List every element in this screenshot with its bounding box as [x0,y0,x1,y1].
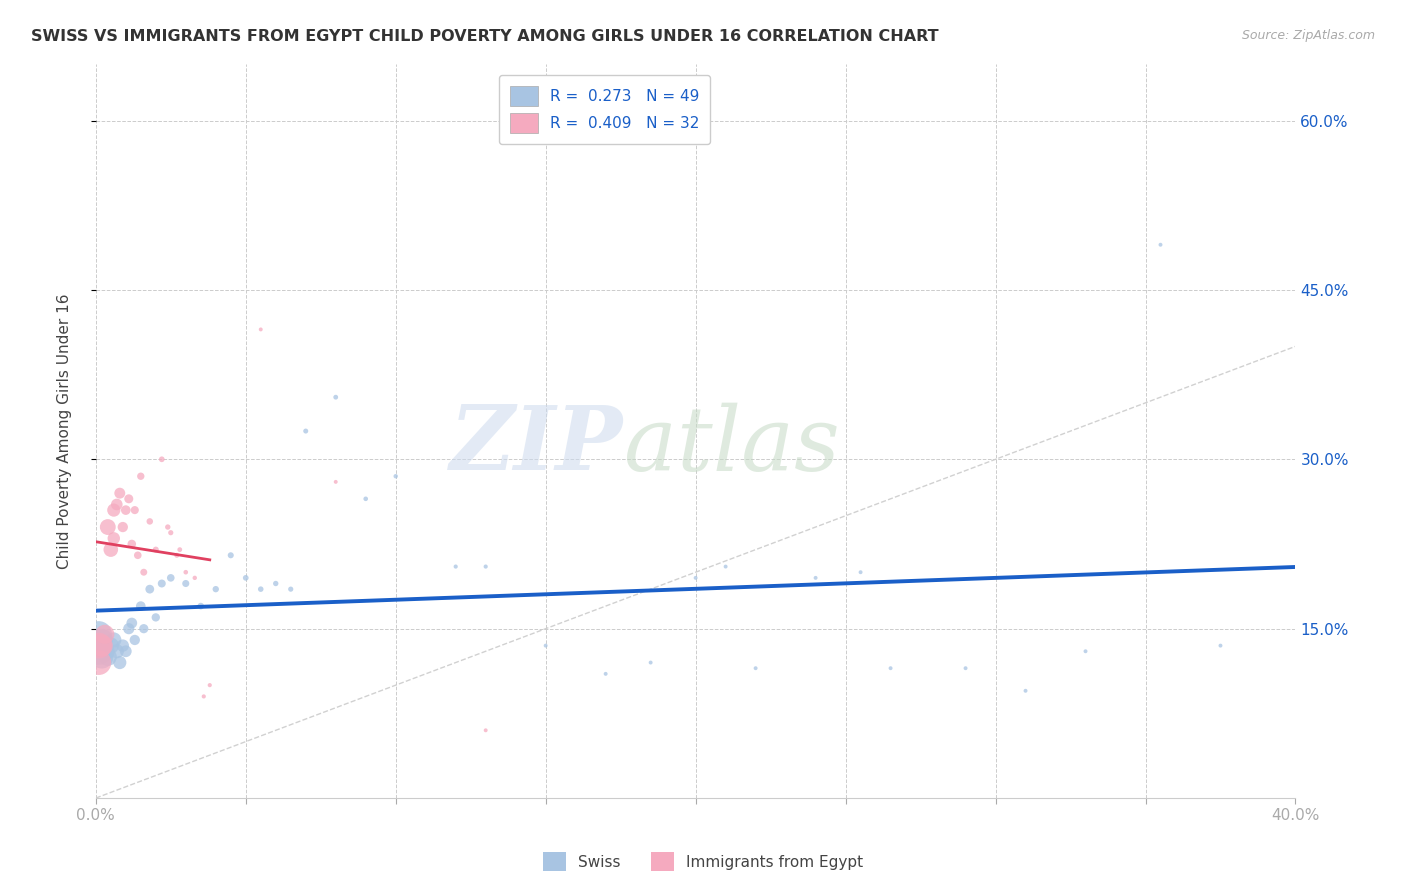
Point [105,498,128,512]
Legend: R =  0.273   N = 49, R =  0.409   N = 32: R = 0.273 N = 49, R = 0.409 N = 32 [499,75,710,144]
Point [169,542,191,557]
Point [87,656,110,670]
Point [94,627,117,641]
Point [190,599,212,613]
Point [249,582,271,596]
Point [204,582,226,596]
Point [124,503,146,517]
Point [111,639,134,653]
Point [97,520,120,534]
Point [534,639,557,653]
Point [87,644,110,658]
Point [124,632,146,647]
Legend: Swiss, Immigrants from Egypt: Swiss, Immigrants from Egypt [537,847,869,877]
Point [184,571,207,585]
Point [1074,644,1097,658]
Point [132,565,155,579]
Point [87,627,110,641]
Point [87,639,110,653]
Point [139,515,162,529]
Point [111,520,134,534]
Point [100,542,122,557]
Point [804,571,827,585]
Point [129,599,152,613]
Point [156,520,179,534]
Point [100,639,122,653]
Point [166,549,188,563]
Point [121,537,143,551]
Point [108,656,131,670]
Point [1149,237,1171,252]
Y-axis label: Child Poverty Among Girls Under 16: Child Poverty Among Girls Under 16 [58,293,72,569]
Point [174,565,197,579]
Point [325,390,347,404]
Point [474,723,496,738]
Point [103,532,125,546]
Point [118,491,141,506]
Point [118,622,141,636]
Point [1209,639,1232,653]
Point [103,632,125,647]
Point [127,549,149,563]
Point [90,632,112,647]
Point [145,610,167,624]
Point [444,559,467,574]
Point [235,571,257,585]
Point [129,469,152,483]
Point [139,582,162,596]
Point [640,656,662,670]
Point [105,644,128,658]
Point [325,475,347,489]
Point [90,649,112,664]
Point [879,661,901,675]
Point [174,576,197,591]
Point [198,678,221,692]
Point [90,639,112,653]
Text: Source: ZipAtlas.com: Source: ZipAtlas.com [1241,29,1375,42]
Point [114,644,136,658]
Point [103,503,125,517]
Point [595,666,617,681]
Point [264,576,287,591]
Point [121,615,143,630]
Point [150,576,173,591]
Point [1014,683,1036,698]
Point [193,690,215,704]
Point [955,661,977,675]
Point [145,542,167,557]
Point [714,559,737,574]
Point [150,452,173,467]
Point [108,486,131,500]
Point [219,549,242,563]
Point [249,322,271,336]
Text: SWISS VS IMMIGRANTS FROM EGYPT CHILD POVERTY AMONG GIRLS UNDER 16 CORRELATION CH: SWISS VS IMMIGRANTS FROM EGYPT CHILD POV… [31,29,939,44]
Point [132,622,155,636]
Point [159,571,181,585]
Point [685,571,707,585]
Point [744,661,766,675]
Point [474,559,496,574]
Point [294,424,316,438]
Point [280,582,302,596]
Point [114,503,136,517]
Point [159,525,181,540]
Text: atlas: atlas [624,402,839,489]
Point [97,649,120,664]
Point [384,469,406,483]
Point [94,644,117,658]
Point [849,565,872,579]
Point [354,491,377,506]
Text: ZIP: ZIP [450,402,624,489]
